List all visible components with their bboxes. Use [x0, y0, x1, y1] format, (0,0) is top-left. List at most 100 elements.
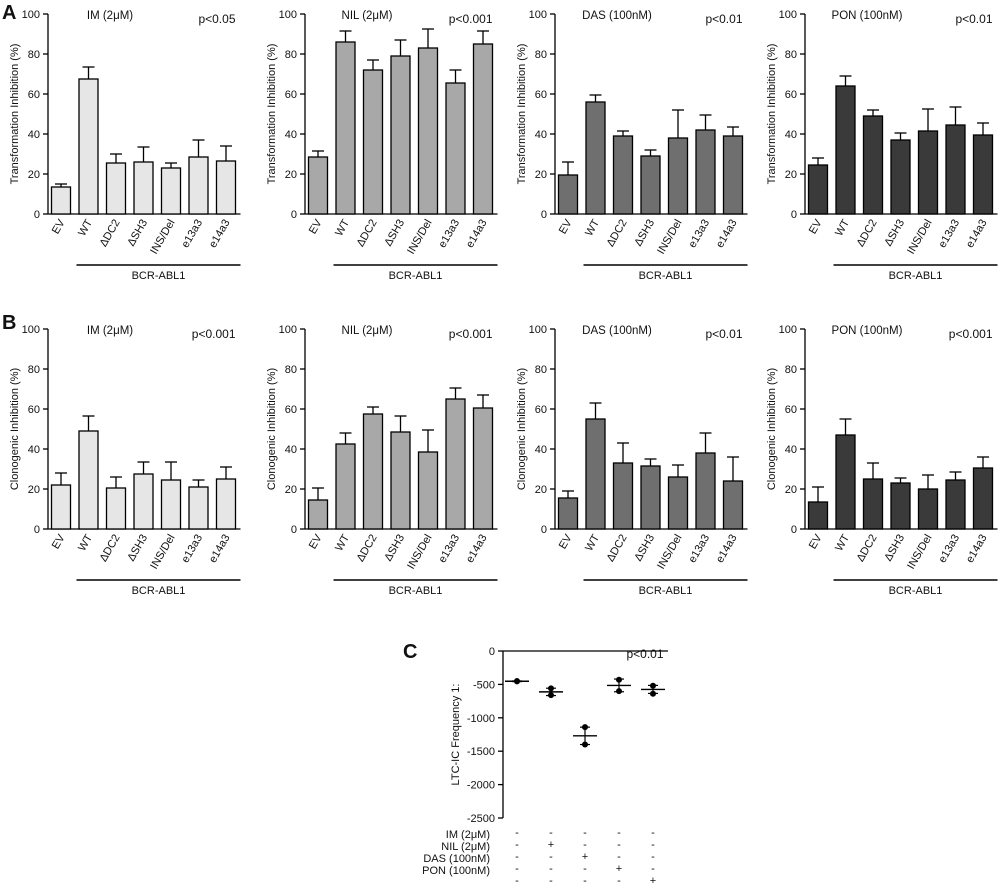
- x-tick-label: WT: [583, 532, 602, 553]
- chart-title: IM (2μM): [87, 10, 133, 22]
- bar-dc2: [612, 135, 634, 215]
- x-tick-label: ΔSH3: [882, 533, 907, 564]
- x-tick-label: ΔSH3: [882, 218, 907, 249]
- bar-ev: [557, 174, 579, 215]
- y-tick-label: 100: [279, 9, 297, 21]
- x-tick-label: WT: [333, 532, 352, 553]
- x-tick-label: EV: [557, 532, 575, 551]
- x-tick-label: WT: [76, 532, 95, 553]
- bar-e14a3: [972, 467, 994, 530]
- x-tick-label: ΔSH3: [125, 533, 150, 564]
- y-tick-label: 0: [791, 209, 797, 221]
- y-tick-label: 80: [785, 364, 797, 376]
- bar-sh3: [390, 55, 411, 215]
- p-value: p<0.01: [955, 12, 992, 26]
- data-point: [582, 724, 588, 731]
- y-tick-label: 80: [28, 49, 40, 61]
- group-label: BCR-ABL1: [132, 270, 186, 282]
- y-tick-label: 80: [285, 364, 297, 376]
- chart-title: DAS (100nM): [582, 10, 652, 22]
- bar-ev: [307, 156, 329, 215]
- y-tick-label: 0: [291, 524, 297, 536]
- bar-wt: [835, 85, 856, 215]
- x-tick-label: EV: [807, 532, 825, 551]
- x-tick-label: WT: [76, 217, 95, 238]
- bar-insdel: [667, 137, 689, 215]
- x-tick-label: e14a3: [464, 218, 490, 250]
- bar-chart-b-2: 0 20 40 60 80 100 Clonogenic Inhibition (%) NIL…: [266, 324, 498, 597]
- condition-sign: -: [549, 875, 553, 887]
- y-tick-label: 0: [791, 524, 797, 536]
- x-tick-label: e13a3: [686, 533, 712, 565]
- y-tick-label: 20: [28, 169, 40, 181]
- x-tick-label: EV: [557, 217, 575, 236]
- chart-title: DAS (100nM): [582, 325, 652, 337]
- y-tick-label: 60: [785, 404, 797, 416]
- condition-label: NIL (2μM): [441, 841, 490, 853]
- x-tick-label: WT: [833, 532, 852, 553]
- condition-sign: +: [616, 863, 622, 875]
- bar-insdel: [917, 488, 939, 530]
- p-value: p<0.001: [449, 327, 493, 341]
- bar-ev: [307, 499, 329, 530]
- bar-e13a3: [695, 452, 716, 530]
- p-value: p<0.01: [626, 647, 663, 661]
- data-point: [548, 685, 554, 692]
- bar-e14a3: [722, 480, 744, 530]
- condition-sign: -: [617, 827, 621, 839]
- p-value: p<0.01: [705, 327, 742, 341]
- y-tick-label: 0: [34, 209, 40, 221]
- y-axis-label: Transformation Inhibition (%): [516, 44, 528, 185]
- condition-sign: -: [651, 851, 655, 863]
- x-tick-label: e14a3: [464, 533, 490, 565]
- y-tick-label: 100: [529, 9, 547, 21]
- group-label: BCR-ABL1: [132, 585, 186, 597]
- group-label: BCR-ABL1: [389, 270, 443, 282]
- bar-e14a3: [472, 407, 494, 530]
- chart-title: IM (2μM): [87, 325, 133, 337]
- condition-sign: -: [549, 863, 553, 875]
- p-value: p<0.01: [705, 12, 742, 26]
- x-tick-label: EV: [307, 217, 325, 236]
- x-tick-label: e13a3: [936, 533, 962, 565]
- y-axis-label: Clonogenic Inhibition (%): [9, 368, 21, 490]
- bar-e14a3: [722, 135, 744, 215]
- y-tick-label: 100: [529, 324, 547, 336]
- condition-sign: -: [583, 863, 587, 875]
- y-tick-label: 40: [28, 444, 40, 456]
- group-label: BCR-ABL1: [639, 585, 693, 597]
- bar-e14a3: [215, 478, 237, 530]
- x-tick-label: INS/Del: [405, 218, 434, 257]
- condition-label: DAS (100nM): [423, 853, 490, 865]
- condition-sign: +: [650, 875, 656, 887]
- bar-dc2: [105, 487, 127, 530]
- bar-sh3: [890, 482, 911, 530]
- bar-dc2: [362, 413, 384, 530]
- y-tick-label: 20: [285, 169, 297, 181]
- bar-e13a3: [945, 124, 966, 215]
- x-tick-label: e13a3: [436, 218, 462, 250]
- bar-chart-a-1: 0 20 40 60 80 100 Transformation Inhibition (%…: [9, 9, 241, 282]
- y-tick-label: 60: [285, 89, 297, 101]
- p-value: p<0.001: [949, 327, 993, 341]
- y-axis-label: LTC-IC Frequency 1:: [450, 684, 462, 786]
- x-tick-label: ΔSH3: [632, 533, 657, 564]
- bar-wt: [78, 78, 99, 215]
- x-tick-label: e14a3: [714, 533, 740, 565]
- bar-wt: [585, 418, 606, 530]
- x-tick-label: e14a3: [714, 218, 740, 250]
- y-tick-label: 40: [535, 444, 547, 456]
- y-tick-label: 0: [489, 646, 495, 658]
- x-tick-label: ΔSH3: [632, 218, 657, 249]
- p-value: p<0.001: [192, 327, 236, 341]
- x-tick-label: WT: [833, 217, 852, 238]
- scatter-chart-c: 0 -500 -1000 -1500 -2000 -2500 LTC-IC Frequenc…: [422, 646, 668, 887]
- x-tick-label: ΔDC2: [855, 533, 880, 564]
- bar-sh3: [640, 465, 661, 530]
- y-tick-label: 40: [28, 129, 40, 141]
- data-point: [616, 688, 622, 695]
- x-tick-label: EV: [50, 217, 68, 236]
- y-tick-label: 0: [34, 524, 40, 536]
- bar-chart-a-3: 0 20 40 60 80 100 Transformation Inhibition (%…: [516, 9, 748, 282]
